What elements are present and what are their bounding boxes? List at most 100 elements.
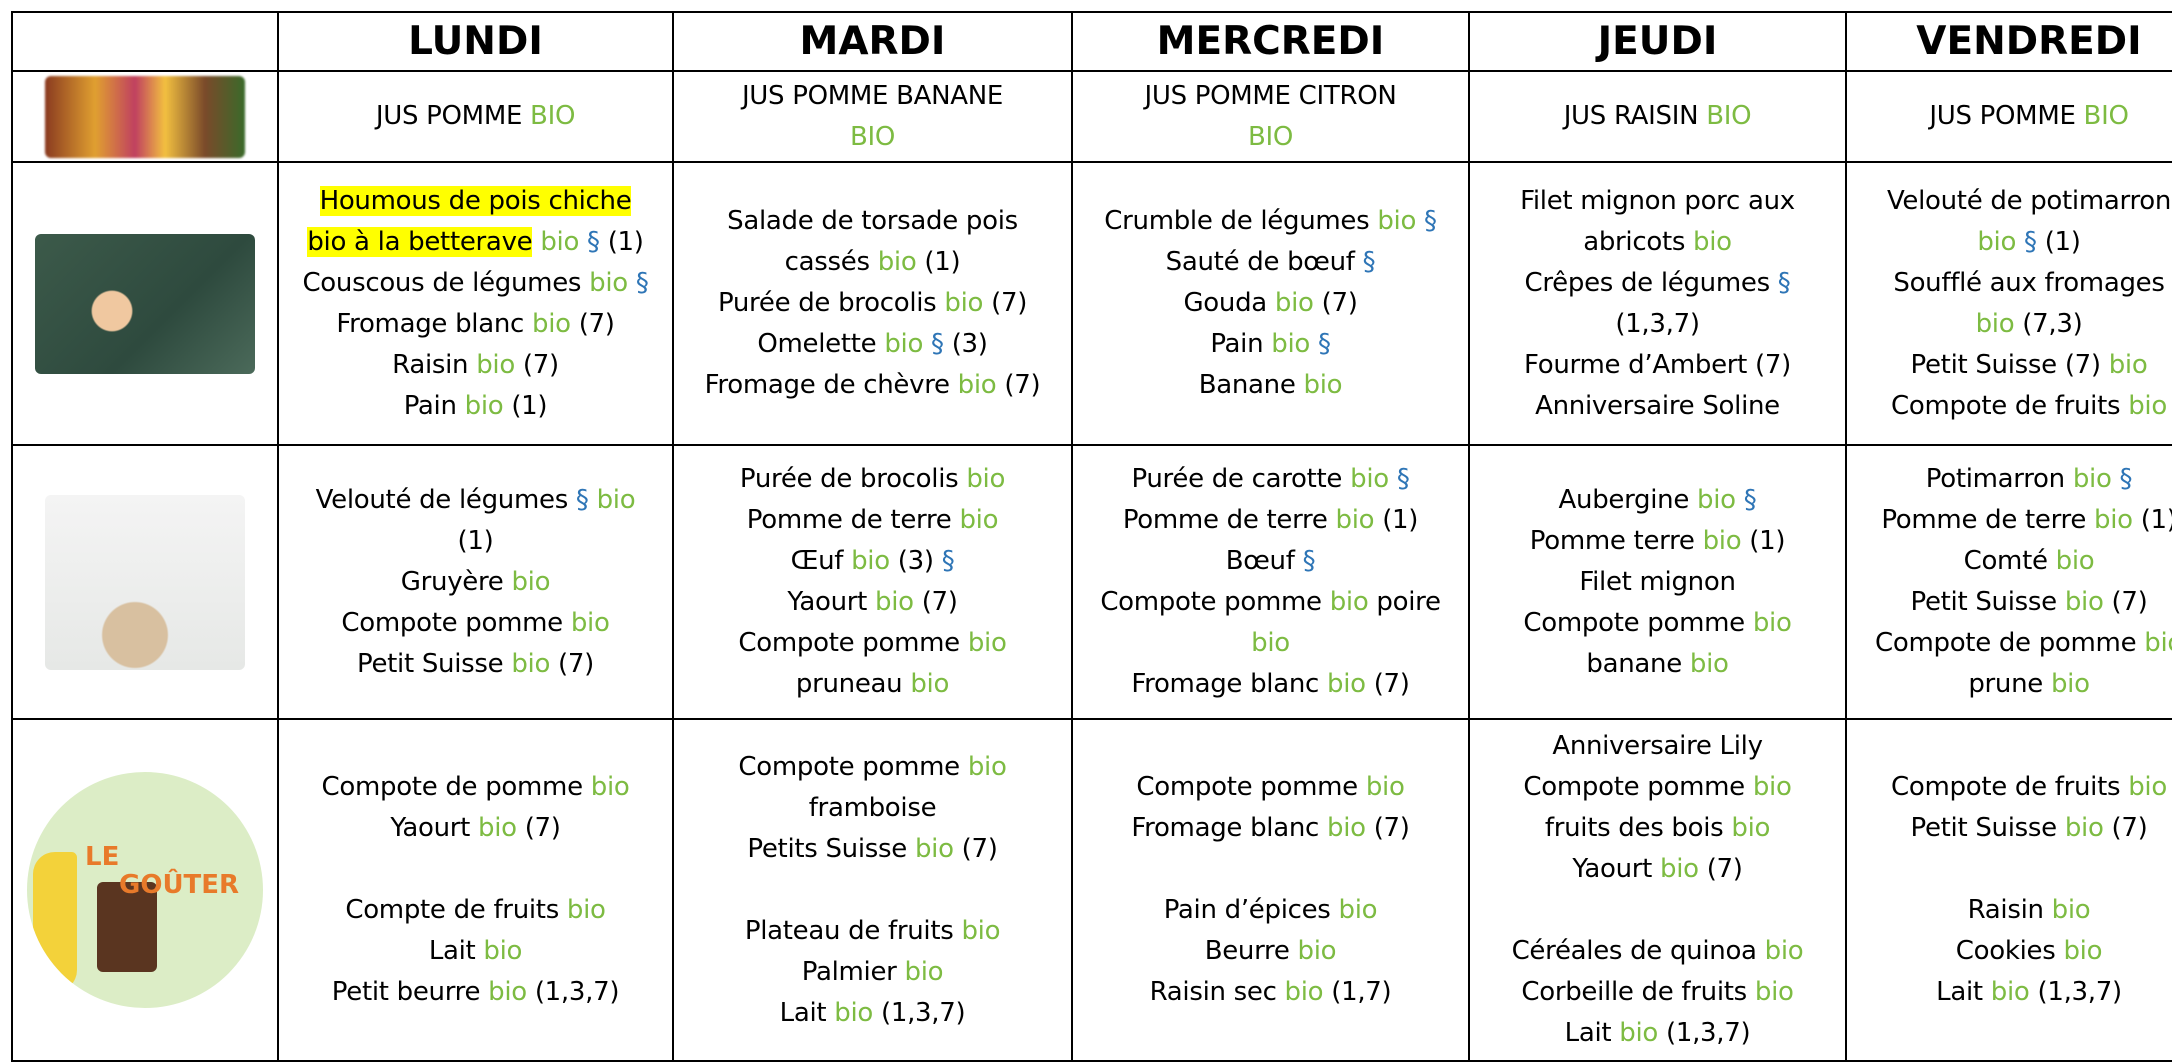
menu-cell: Compote de pomme bio Yaourt bio (7) Compte… [277,718,674,1062]
text-segment: bio à la betterave [307,226,533,257]
menu-line: Palmier bio [674,952,1071,993]
text-segment: bio [1271,329,1310,359]
menu-line: Salade de torsade pois [674,201,1071,242]
text-segment: Compote de fruits [1891,390,2129,421]
menu-line: Anniversaire Lily [1470,726,1845,767]
menu-line: Beurre bio [1073,931,1468,972]
menu-line: Couscous de légumes bio § [279,263,672,304]
text-segment: Fromage blanc [1131,813,1327,843]
text-segment: bio [1619,1018,1659,1048]
block-gap [279,849,672,890]
menu-cell: Purée de carotte bio § Pomme de terre bio… [1071,444,1470,720]
menu-line: Velouté de potimarron [1847,181,2172,222]
menu-line: Pomme de terre bio (1) [1847,500,2172,541]
text-segment: § [587,226,600,257]
meal-row: Velouté de légumes § bio (1) Gruyère bio Co… [11,444,2172,720]
menu-line: Lait bio (1,3,7) [1847,972,2172,1013]
menu-line: Petit beurre bio (1,3,7) [279,972,672,1013]
text-segment: bio [1752,772,1792,802]
menu-line: Yaourt bio (7) [279,808,672,849]
text-segment: Œuf [790,546,852,576]
text-segment: § [931,329,944,359]
menu-cell: Compote pomme bio framboise Petits Suisse … [672,718,1073,1062]
text-segment: bio [566,895,606,925]
text-segment: bio [1350,464,1389,494]
row-image [45,494,245,670]
text-segment: BIO [849,121,896,152]
text-segment: bio [1365,772,1405,802]
text-segment: bio [464,390,504,421]
text-segment: bio [877,247,917,277]
text-segment: (1) [1374,505,1419,535]
text-segment: Gruyère [400,566,512,597]
menu-line: Œuf bio (3) § [674,541,1071,582]
text-segment: bio [488,977,527,1007]
text-segment: (1,3,7) [2029,977,2122,1007]
menu-cell: JUS RAISIN BIO [1468,70,1847,163]
text-segment: Petit Suisse [1910,587,2065,617]
menu-line: Comté bio [1847,541,2172,582]
row-image-cell [11,161,279,446]
menu-cell: Compote de fruits bio Petit Suisse bio (7… [1845,718,2172,1062]
menu-line: Crêpes de légumes § [1470,263,1845,304]
text-segment: Gouda [1183,288,1275,318]
text-segment: bio [1284,977,1324,1007]
block-gap [1073,849,1468,890]
text-segment: bio [2094,505,2133,535]
text-segment: Anniversaire Lily [1552,731,1763,761]
menu-cell: Compote pomme bio Fromage blanc bio (7) Pa… [1071,718,1470,1062]
text-segment: Pomme terre [1529,525,1703,556]
text-segment: Crêpes de légumes [1524,267,1778,298]
text-segment: § [941,546,955,576]
text-segment: (3) [889,546,942,576]
text-segment: (1,3,7) [526,977,620,1007]
text-segment: Lait [779,997,835,1028]
text-segment: § [1396,464,1410,494]
menu-line: Crumble de légumes bio § [1073,201,1468,242]
menu-line: bio [1073,623,1468,664]
text-segment: cassés [784,247,878,277]
menu-line: Céréales de quinoa bio [1470,931,1845,972]
text-segment: bio [1377,206,1417,236]
text-segment: bio [1303,370,1343,400]
text-segment: (1) [916,247,961,277]
menu-line: prune bio [1847,664,2172,705]
day-header: JEUDI [1468,11,1847,72]
text-segment: Fromage blanc [336,308,532,339]
menu-line: Anniversaire Soline [1470,386,1845,427]
text-segment: (1) [1741,525,1786,556]
text-segment: Salade de torsade pois [727,206,1018,236]
text-segment: (7) [1698,854,1743,884]
menu-line: Purée de brocolis bio [674,459,1071,500]
menu-line: JUS RAISIN BIO [1470,96,1845,137]
text-segment: bio [531,308,571,339]
menu-line: Velouté de légumes § bio [279,480,672,521]
text-segment: (1,3,7) [1658,1018,1751,1048]
menu-line: Plateau de fruits bio [674,911,1071,952]
text-segment: Pomme de terre [1881,505,2094,535]
menu-line: Yaourt bio (7) [674,582,1071,623]
menu-line: (1,3,7) [1470,304,1845,345]
menu-line: Fromage blanc bio (7) [1073,664,1468,705]
menu-cell: Filet mignon porc aux abricots bio Crêpes … [1468,161,1847,446]
menu-line: Fromage blanc bio (7) [1073,808,1468,849]
menu-line: abricots bio [1470,222,1845,263]
meal-row: LE GOÛTER Compote de pomme bio Yaourt bio (… [11,718,2172,1062]
text-segment: Comté [1963,546,2056,576]
text-segment: Lait [428,936,484,966]
text-segment [628,268,636,298]
text-segment: bio [1274,288,1314,318]
menu-line: Lait bio (1,3,7) [1470,1013,1845,1054]
text-segment: Beurre [1204,936,1298,966]
text-segment [1416,206,1424,236]
menu-line: Soufflé aux fromages [1847,263,2172,304]
menu-cell: Houmous de pois chiche bio à la betterave… [277,161,674,446]
menu-line: BIO [1073,117,1468,158]
text-segment: poire [1368,587,1441,617]
text-segment: JUS POMME [1929,101,2084,131]
menu-line: Pain bio (1) [279,386,672,427]
text-segment: JUS POMME CITRON [1144,80,1397,111]
text-segment: Pain [403,390,465,421]
text-segment: § [1302,546,1316,576]
text-segment: (1,3,7) [873,997,966,1028]
